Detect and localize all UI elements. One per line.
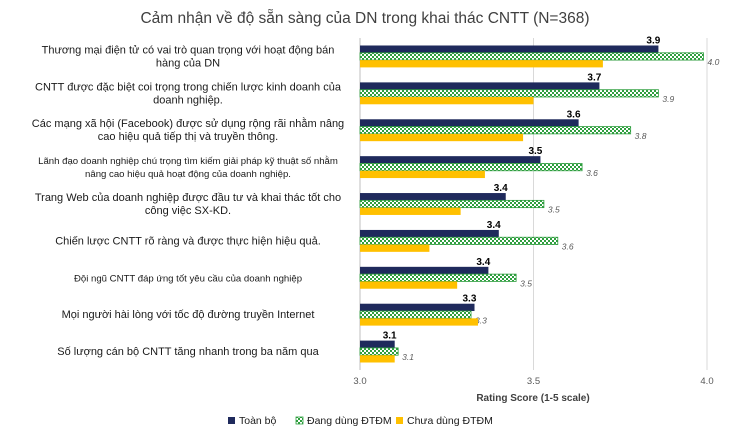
bar-chua-dung	[360, 281, 458, 289]
category-label: Chiến lược CNTT rõ ràng và được thực hiệ…	[55, 235, 321, 247]
bar-chua-dung	[360, 207, 461, 215]
bar-dang-dung	[359, 126, 632, 135]
bar-chua-dung	[360, 244, 430, 252]
x-tick-label: 3.5	[527, 376, 540, 387]
data-label: 3.4	[476, 257, 490, 268]
legend-swatch	[228, 417, 235, 424]
legend-label: Đang dùng ĐTĐM	[307, 415, 392, 427]
x-axis-ticks: 3.0 3.5 4.0	[353, 376, 713, 387]
data-label: 3.1	[383, 331, 397, 342]
data-label: 3.4	[487, 220, 501, 231]
category-label: Đội ngũ CNTT đáp ứng tốt yêu cầu của doa…	[74, 273, 302, 284]
data-label: 3.7	[587, 72, 601, 83]
bar-toan-bo	[360, 193, 506, 201]
category-label: Các mạng xã hội (Facebook) được sử dụng …	[32, 117, 344, 130]
bar-dang-dung	[359, 89, 659, 98]
data-label: 3.3	[463, 294, 477, 305]
legend: Toàn bộ Đang dùng ĐTĐM Chưa dùng ĐTĐM	[228, 415, 493, 427]
bar-toan-bo	[360, 229, 499, 238]
bar-dang-dung	[359, 347, 399, 356]
bar-dang-dung	[359, 273, 517, 282]
data-label: 3.6	[586, 168, 598, 178]
bar-toan-bo	[360, 119, 579, 127]
x-axis-label: Rating Score (1-5 scale)	[476, 393, 589, 404]
data-label: 3.5	[528, 146, 542, 157]
data-label: 3.5	[548, 205, 560, 215]
category-label: Trang Web của doanh nghiệp được đầu tư v…	[35, 192, 341, 204]
legend-label: Chưa dùng ĐTĐM	[407, 415, 493, 427]
bar-chua-dung	[360, 355, 395, 363]
bar-chua-dung	[360, 96, 534, 105]
category-label: Mọi người hài lòng với tốc độ đường truy…	[62, 309, 315, 321]
x-tick-label: 4.0	[700, 376, 713, 387]
x-tick-label: 3.0	[353, 376, 366, 387]
category-label: cao hiệu quả tiếp thị và truyền thông.	[98, 131, 278, 143]
category-label: doanh nghiệp.	[153, 94, 223, 106]
bar-toan-bo	[360, 266, 489, 275]
category-label: CNTT được đặc biệt coi trọng trong chiến…	[35, 81, 342, 93]
category-label: Lãnh đạo doanh nghiệp chú trọng tìm kiếm…	[38, 156, 338, 167]
data-label: 3.5	[520, 278, 532, 288]
bar-toan-bo	[360, 82, 600, 90]
legend-swatch	[396, 417, 403, 424]
data-label: 3.9	[662, 94, 674, 104]
data-label: 3.6	[567, 109, 581, 120]
bar-toan-bo	[360, 303, 475, 312]
data-label: 3.1	[402, 352, 414, 362]
category-label: nâng cao hiệu quả hoạt động của doanh ng…	[85, 169, 291, 180]
legend-label: Toàn bộ	[239, 415, 277, 427]
bar-dang-dung	[359, 163, 583, 172]
category-label: công việc SX-KD.	[145, 205, 231, 217]
bar-dang-dung	[359, 236, 559, 245]
bar-toan-bo	[360, 156, 541, 164]
chart-title: Cảm nhận về độ sẵn sàng của DN trong kha…	[140, 10, 589, 27]
bar-chua-dung	[360, 318, 478, 326]
legend-swatch	[295, 416, 304, 425]
data-label: 3.4	[494, 183, 508, 194]
category-labels: Thương mại điện tử có vai trò quan trọng…	[32, 44, 344, 358]
bar-dang-dung	[359, 52, 704, 61]
bars: 3.9 4.0 3.7 3.9 3.6 3.8 3.5 3.6 3.4 3.5 3.4 3.6 3.4 3…	[359, 35, 720, 363]
bar-chua-dung	[360, 60, 603, 68]
category-label: hàng của DN	[156, 57, 220, 69]
bar-toan-bo	[360, 340, 395, 348]
data-label: 4.0	[708, 57, 720, 67]
category-label: Số lượng cán bộ CNTT tăng nhanh trong ba…	[57, 346, 319, 358]
data-label: 3.3	[475, 315, 487, 325]
bar-chua-dung	[360, 170, 485, 179]
data-label: 3.6	[562, 242, 574, 252]
data-label: 3.8	[635, 131, 647, 141]
bar-chua-dung	[360, 133, 524, 142]
data-label: 3.9	[646, 35, 660, 46]
bar-dang-dung	[359, 310, 472, 319]
category-label: Thương mại điện tử có vai trò quan trọng…	[42, 44, 335, 56]
bar-toan-bo	[360, 45, 659, 53]
bar-dang-dung	[359, 199, 545, 209]
